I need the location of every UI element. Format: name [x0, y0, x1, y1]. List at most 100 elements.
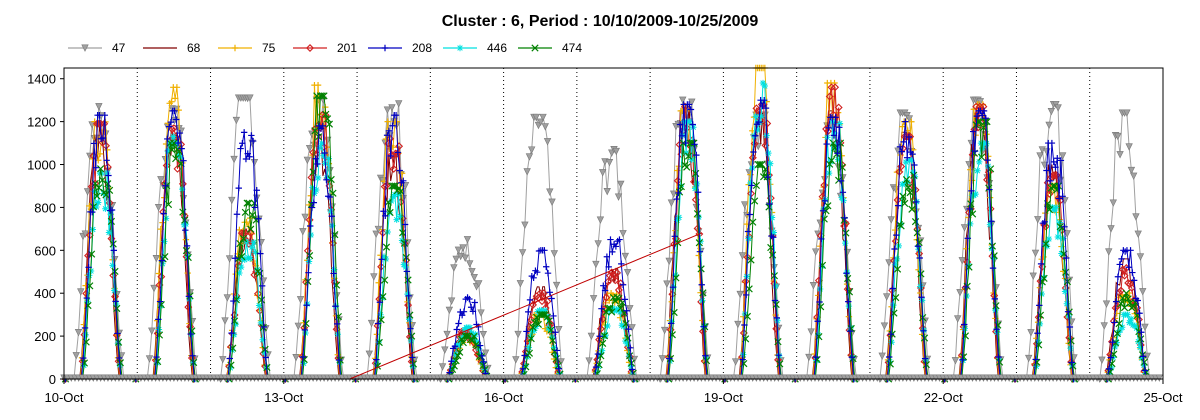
- data-point: [382, 212, 389, 220]
- data-point: [763, 119, 772, 128]
- data-point: [538, 307, 545, 314]
- data-point: [325, 120, 334, 128]
- data-point: [534, 320, 543, 329]
- x-tick-label: 13-Oct: [264, 390, 303, 405]
- data-point: [1038, 146, 1046, 154]
- data-point: [235, 184, 242, 192]
- data-point: [467, 304, 475, 311]
- data-point: [619, 281, 627, 288]
- data-point: [374, 320, 382, 327]
- data-point: [253, 289, 262, 298]
- data-point: [770, 234, 777, 241]
- data-point: [372, 230, 380, 239]
- data-point: [527, 334, 535, 343]
- data-point: [250, 159, 259, 167]
- data-point: [1054, 104, 1062, 112]
- data-point: [1063, 300, 1071, 307]
- data-point: [161, 253, 169, 261]
- data-point: [750, 139, 759, 148]
- data-point: [765, 149, 772, 157]
- data-point: [612, 147, 620, 156]
- data-point: [920, 334, 929, 342]
- data-point: [305, 144, 314, 153]
- annotation-line: [349, 232, 702, 380]
- data-point: [230, 155, 238, 164]
- data-point: [469, 308, 477, 315]
- data-point: [541, 247, 548, 254]
- y-tick-label: 800: [34, 200, 56, 215]
- data-point: [908, 157, 915, 164]
- data-point: [168, 98, 175, 105]
- data-point: [754, 126, 761, 134]
- data-point: [1052, 204, 1060, 211]
- legend-item-446: 446: [443, 41, 507, 55]
- legend-label: 201: [337, 41, 357, 55]
- data-point: [829, 139, 837, 147]
- data-point: [688, 98, 696, 106]
- data-point: [1050, 158, 1057, 166]
- data-point: [171, 107, 178, 115]
- data-point: [113, 304, 121, 313]
- data-point: [1069, 362, 1077, 370]
- data-point: [814, 318, 821, 325]
- data-point: [984, 156, 991, 164]
- data-point: [455, 320, 462, 327]
- data-point: [1132, 213, 1140, 221]
- data-point: [821, 197, 829, 205]
- data-point: [962, 283, 970, 291]
- data-point: [623, 307, 630, 314]
- y-axis: 0 200 400 600 800 1000 1200 1400: [27, 72, 64, 387]
- data-point: [308, 204, 316, 211]
- data-point: [185, 293, 193, 300]
- data-point: [539, 113, 547, 122]
- data-point: [594, 350, 602, 358]
- data-point: [759, 102, 766, 110]
- data-point: [774, 355, 782, 364]
- data-point: [381, 276, 389, 284]
- data-point: [548, 198, 556, 207]
- data-point: [152, 254, 160, 263]
- legend-label: 208: [412, 41, 432, 55]
- data-point: [86, 272, 93, 279]
- data-point: [237, 263, 245, 271]
- data-point: [555, 325, 563, 334]
- data-point: [383, 106, 392, 114]
- data-point: [310, 199, 318, 206]
- data-point: [686, 118, 693, 125]
- data-point: [1141, 323, 1149, 332]
- data-point: [767, 243, 775, 252]
- data-point: [625, 325, 632, 333]
- data-point: [334, 320, 341, 328]
- data-point: [750, 148, 757, 156]
- data-point: [1041, 222, 1050, 231]
- data-point: [772, 324, 781, 333]
- data-point: [605, 158, 614, 167]
- data-point: [167, 118, 175, 126]
- data-point: [765, 203, 773, 211]
- data-point: [596, 216, 605, 224]
- legend-item-68: 68: [143, 41, 201, 55]
- data-point: [401, 221, 409, 228]
- data-point: [180, 157, 187, 164]
- data-point: [1127, 247, 1134, 254]
- data-point: [82, 331, 89, 339]
- data-point: [617, 304, 625, 312]
- data-point: [95, 199, 102, 206]
- data-point: [623, 269, 632, 277]
- data-point: [624, 340, 631, 348]
- data-point: [758, 160, 766, 169]
- data-point: [673, 217, 681, 224]
- data-point: [512, 356, 520, 364]
- data-point: [627, 363, 635, 370]
- data-point: [601, 287, 609, 294]
- data-point: [1130, 277, 1138, 284]
- data-point: [232, 320, 239, 328]
- data-point: [262, 354, 269, 361]
- data-point: [321, 111, 330, 120]
- data-point: [150, 284, 158, 293]
- data-point: [843, 270, 850, 277]
- data-point: [1113, 329, 1121, 338]
- data-point: [400, 177, 407, 184]
- data-point: [547, 320, 556, 329]
- data-point: [380, 208, 387, 215]
